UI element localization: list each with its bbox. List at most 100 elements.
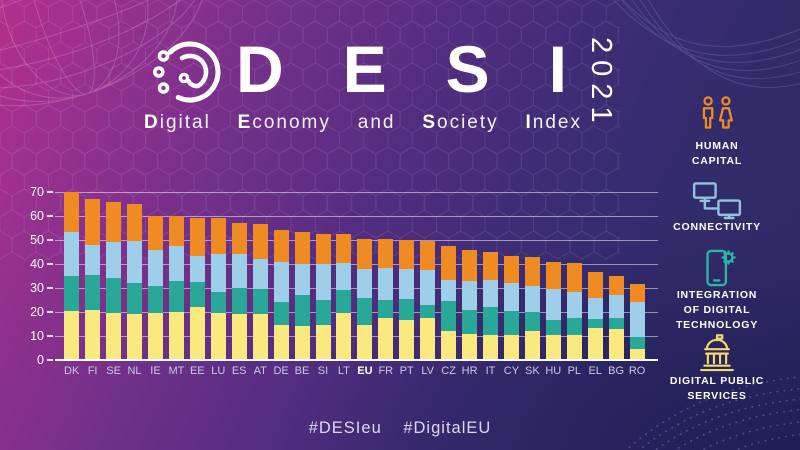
bar-EL-segment-connectivity [587,297,603,320]
bar-AT-segment-integration-of-digital-technology [252,289,268,315]
bar-EE-segment-integration-of-digital-technology [189,282,205,308]
bar-FR-segment-connectivity [378,267,394,300]
bar-SI-segment-digital-public-services [315,325,331,360]
bar-FR-segment-digital-public-services [378,318,394,360]
title-letter: D [236,32,284,106]
bar-RO-segment-digital-public-services [629,349,645,360]
y-axis-label-30: 30 [30,281,44,295]
x-axis-label-LT: LT [337,365,350,377]
bar-HR-segment-integration-of-digital-technology [462,309,478,334]
bar-ES-segment-integration-of-digital-technology [231,288,247,315]
gridline-50 [55,239,658,241]
x-axis-label-HR: HR [461,365,478,377]
legend-label-connectivity: CONNECTIVITY [673,221,761,233]
bar-HR-segment-digital-public-services [462,333,478,360]
y-tick-mark [47,239,53,241]
bar-EU-segment-digital-public-services [357,325,373,360]
bar-MT-segment-connectivity [168,246,184,281]
subtitle-word: Index [525,112,582,133]
globe-mesh-decoration [0,0,206,107]
bar-FI-segment-connectivity [85,244,101,275]
x-axis-label-HU: HU [545,365,562,377]
x-axis-label-EU: EU [357,365,373,377]
bar-IT-segment-integration-of-digital-technology [483,307,498,335]
wave-lines-decoration [613,0,800,88]
gridline-40 [55,263,658,265]
subtitle-word: Economy [237,112,331,133]
bar-ES-segment-connectivity [231,254,247,288]
x-axis-label-EL: EL [588,365,602,377]
bar-FI-segment-human-capital [85,199,101,245]
subtitle-word: Digital [144,112,211,133]
bar-IT-segment-human-capital [483,252,498,280]
bar-NL-segment-digital-public-services [127,314,142,360]
bar-BG-segment-digital-public-services [608,328,624,360]
bar-RO-segment-connectivity [629,302,645,338]
bar-IE-segment-digital-public-services [148,313,163,360]
x-axis-label-PT: PT [399,365,414,377]
bar-SI-segment-integration-of-digital-technology [315,300,331,326]
x-axis-label-IE: IE [150,365,161,377]
bar-FI-segment-integration-of-digital-technology [85,274,101,310]
y-axis-label-70: 70 [30,185,44,199]
x-axis-label-IT: IT [485,365,496,377]
bar-NL-segment-human-capital [127,204,142,242]
bar-CZ-segment-digital-public-services [441,331,457,360]
bar-CY-segment-human-capital [503,255,519,284]
y-tick-mark [47,335,53,337]
bar-MT-segment-human-capital [168,216,184,246]
x-axis-label-LU: LU [211,365,226,377]
x-axis-label-MT: MT [168,365,185,377]
x-axis-label-PL: PL [567,365,582,377]
bar-SI-segment-human-capital [315,234,331,264]
bar-EU-segment-integration-of-digital-technology [357,297,373,326]
x-axis-label-CY: CY [503,365,520,377]
bar-BG-segment-connectivity [608,295,624,318]
title-letter: E [342,32,387,106]
bar-CY-segment-digital-public-services [503,334,519,360]
bar-SE-segment-digital-public-services [106,313,122,360]
bar-DE-segment-integration-of-digital-technology [273,302,289,326]
bar-BE-segment-connectivity [294,264,310,296]
x-axis-label-SE: SE [106,365,121,377]
bar-IT-segment-digital-public-services [483,334,498,360]
bar-NL-segment-integration-of-digital-technology [127,283,142,315]
y-axis-label-50: 50 [30,233,44,247]
bar-LT-segment-integration-of-digital-technology [336,290,352,314]
bar-LV-segment-integration-of-digital-technology [420,304,436,318]
bar-HU-segment-connectivity [545,289,561,321]
bar-IE-segment-human-capital [148,216,163,250]
bar-DK-segment-digital-public-services [64,310,80,360]
bar-CY-segment-integration-of-digital-technology [503,310,519,335]
bar-AT-segment-human-capital [252,224,268,260]
bar-PL-segment-human-capital [566,262,582,292]
connected-screens-icon [692,182,742,220]
y-tick-mark [47,263,53,265]
bar-SK-segment-connectivity [524,285,540,312]
y-tick-mark [47,359,53,361]
bar-DE-segment-connectivity [273,261,289,303]
bar-DE-segment-digital-public-services [273,325,289,360]
bar-HU-segment-human-capital [545,261,561,290]
y-tick-mark [47,311,53,313]
bar-SE-segment-integration-of-digital-technology [106,278,122,314]
bar-FI-segment-digital-public-services [85,309,101,360]
hex-pattern-decoration [0,0,620,260]
gridline-60 [55,215,658,217]
bar-LU-segment-human-capital [210,218,226,255]
bar-EE-segment-connectivity [189,255,205,282]
government-building-icon [700,334,734,372]
subtitle-word: Society [422,112,499,133]
y-axis-label-20: 20 [30,305,44,319]
bar-LT-segment-human-capital [336,234,352,263]
bar-LU-segment-digital-public-services [210,313,226,360]
people-icon [702,96,733,129]
x-axis-label-RO: RO [628,365,646,377]
bar-LT-segment-digital-public-services [336,313,352,360]
bar-DK-segment-connectivity [64,231,80,276]
bar-LV-segment-human-capital [420,241,436,270]
legend-label-digital-public-services: DIGITAL PUBLIC SERVICES [669,375,765,402]
